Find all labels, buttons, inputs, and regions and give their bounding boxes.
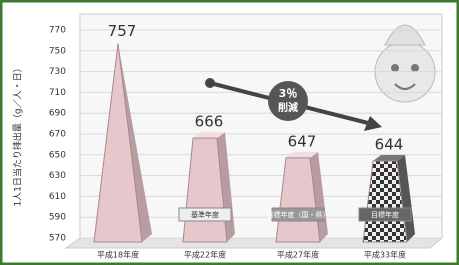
y-tick-label: 770 [49,26,66,36]
y-tick-label: 730 [49,67,66,77]
value-label: 757 [108,22,137,40]
reduction-text: 削減 [278,101,298,114]
bar-note: 目標年度（国・県） [267,210,330,219]
y-tick-label: 650 [49,150,66,160]
bar-note: 基準年度 [191,210,219,219]
y-tick-label: 710 [49,88,66,98]
x-tick-label: 平成18年度 [97,250,139,260]
y-tick-label: 570 [49,234,66,244]
y-tick-label: 750 [49,46,66,56]
chart: 1人1日当たり排出量（g／人・日） 570 590 610 630 650 670 690 7… [0,0,459,265]
x-tick-label: 平成33年度 [364,250,406,260]
y-axis-title: 1人1日当たり排出量（g／人・日） [12,63,24,206]
y-tick-label: 610 [49,192,66,202]
y-tick-label: 590 [49,213,66,223]
value-label: 644 [375,136,404,154]
y-tick-label: 630 [49,171,66,181]
value-label: 666 [195,113,224,131]
y-tick-label: 670 [49,130,66,140]
page: {"chart_data": {"type": "bar", "y_label"… [0,0,459,265]
x-tick-label: 平成27年度 [277,250,319,260]
value-label: 647 [288,132,317,150]
bar-note: 目標年度 [371,210,399,219]
reduction-text: 3％ [279,87,298,100]
y-tick-label: 690 [49,109,66,119]
x-tick-label: 平成22年度 [184,250,226,260]
